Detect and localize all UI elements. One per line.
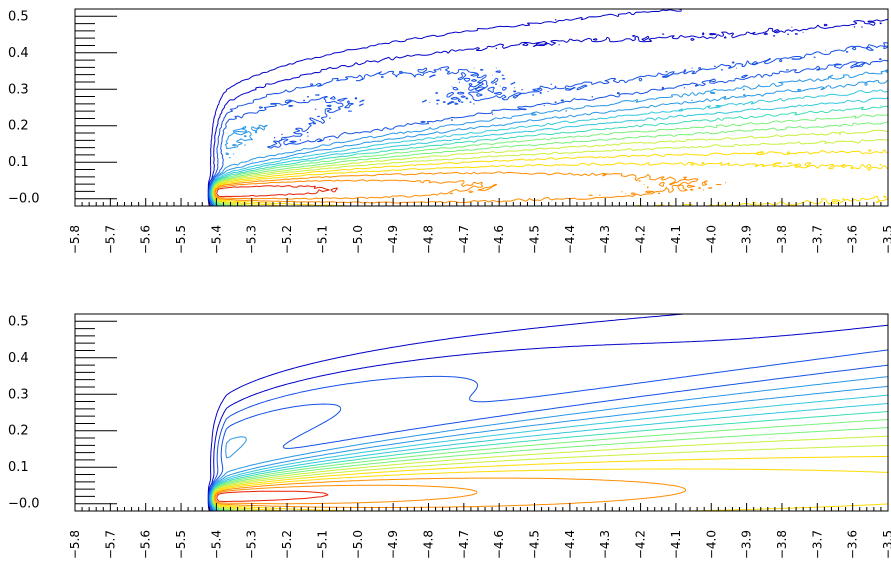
x-tick-label: −5.7 <box>103 530 117 559</box>
contour-level-18 <box>217 186 338 197</box>
y-tick-label: 0.5 <box>8 314 29 329</box>
x-tick-label: −4.0 <box>704 225 718 254</box>
plot-frame <box>75 314 888 511</box>
x-tick-label: −5.2 <box>280 530 294 559</box>
contour-level-12 <box>213 436 888 511</box>
contour-level-3 <box>209 350 888 511</box>
y-tick-label: 0.3 <box>8 387 29 402</box>
x-tick-label: −4.3 <box>598 530 612 559</box>
y-tick-label: 0.2 <box>8 119 29 134</box>
x-tick-label: −3.8 <box>775 225 789 254</box>
contour-level-13 <box>213 140 888 206</box>
contour-level-16 <box>215 478 686 507</box>
x-tick-label: −3.7 <box>810 530 824 559</box>
x-tick-label: −3.6 <box>846 530 860 559</box>
x-tick-label: −3.9 <box>740 225 754 254</box>
y-tick-label: 0.1 <box>8 460 29 475</box>
x-tick-label: −3.5 <box>881 225 891 254</box>
y-tick-label: 0.3 <box>8 82 29 97</box>
contour-lines <box>208 9 888 206</box>
contour-level-4 <box>209 59 888 206</box>
x-tick-label: −4.8 <box>421 530 435 559</box>
x-tick-label: −5.3 <box>245 530 259 559</box>
x-tick-label: −3.9 <box>740 530 754 559</box>
y-tick-label: 0.2 <box>8 424 29 439</box>
x-tick-label: −4.6 <box>492 530 506 559</box>
x-tick-label: −5.5 <box>174 225 188 254</box>
y-axis: −0.0 0.1 0.2 0.3 0.4 0.5 <box>8 9 117 206</box>
x-tick-label: −4.7 <box>457 530 471 559</box>
x-tick-label: −4.9 <box>386 225 400 254</box>
x-tick-label: −5.5 <box>174 530 188 559</box>
plot-frame <box>75 9 888 206</box>
contour-level-18 <box>217 491 328 501</box>
x-tick-label: −3.8 <box>775 530 789 559</box>
x-tick-label: −4.5 <box>528 225 542 254</box>
x-tick-label: −3.6 <box>846 225 860 254</box>
x-tick-label: −5.0 <box>351 530 365 559</box>
x-tick-label: −5.6 <box>139 225 153 254</box>
x-tick-label: −5.7 <box>103 225 117 254</box>
x-tick-label: −5.6 <box>139 530 153 559</box>
bottom-contour-plot: −0.0 0.1 0.2 0.3 0.4 0.5 −5.8 −5.7 −5.6 −5.5 −5.4 −… <box>8 314 891 559</box>
y-tick-label: 0.1 <box>8 155 29 170</box>
x-tick-label: −5.0 <box>351 225 365 254</box>
x-tick-label: −5.3 <box>245 225 259 254</box>
x-tick-label: −4.1 <box>669 530 683 559</box>
x-tick-label: −4.8 <box>421 225 435 254</box>
x-tick-label: −3.7 <box>810 225 824 254</box>
contour-level-1 <box>208 314 683 511</box>
x-tick-label: −4.4 <box>563 530 577 559</box>
x-tick-label: −3.5 <box>881 530 891 559</box>
y-tick-label: −0.0 <box>8 497 40 512</box>
x-tick-label: −4.4 <box>563 225 577 254</box>
x-tick-label: −5.1 <box>315 225 329 254</box>
x-tick-label: −4.9 <box>386 530 400 559</box>
x-tick-label: −5.4 <box>209 530 223 559</box>
x-tick-label: −5.4 <box>209 225 223 254</box>
contour-lines <box>208 314 888 511</box>
x-tick-label: −5.8 <box>68 530 82 559</box>
y-tick-label: 0.4 <box>8 46 29 61</box>
x-tick-label: −4.6 <box>492 225 506 254</box>
y-axis: −0.0 0.1 0.2 0.3 0.4 0.5 <box>8 314 117 511</box>
y-tick-label: −0.0 <box>8 192 40 207</box>
y-tick-label: 0.5 <box>8 9 29 24</box>
x-tick-label: −4.5 <box>528 530 542 559</box>
x-tick-label: −4.2 <box>634 530 648 559</box>
contour-level-1 <box>208 9 681 206</box>
x-tick-label: −4.7 <box>457 225 471 254</box>
y-tick-label: 0.4 <box>8 351 29 366</box>
x-tick-label: −5.1 <box>315 530 329 559</box>
top-contour-plot: −0.0 0.1 0.2 0.3 0.4 0.5 −5.8 −5.7 −5.6 −5.5 −5.4 −… <box>8 9 891 254</box>
contour-level-4 <box>209 365 888 511</box>
x-tick-label: −4.0 <box>704 530 718 559</box>
x-tick-label: −4.1 <box>669 225 683 254</box>
x-tick-label: −5.8 <box>68 225 82 254</box>
x-tick-label: −4.3 <box>598 225 612 254</box>
contour-level-7 <box>211 89 888 206</box>
x-tick-label: −5.2 <box>280 225 294 254</box>
contour-level-14 <box>214 456 888 511</box>
x-tick-label: −4.2 <box>634 225 648 254</box>
